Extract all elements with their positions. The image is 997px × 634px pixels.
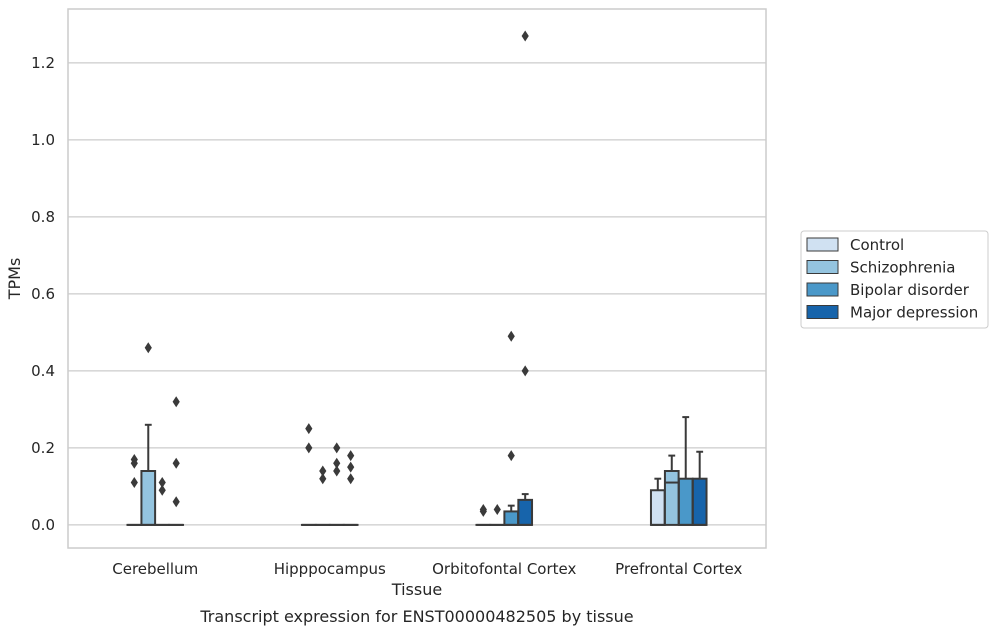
box xyxy=(649,489,666,526)
box-group xyxy=(314,465,331,526)
outlier-point xyxy=(172,396,180,408)
y-tick-label: 0.8 xyxy=(31,208,55,226)
outlier-point xyxy=(144,342,152,354)
box-group xyxy=(475,504,492,526)
legend-swatch xyxy=(806,260,839,274)
outlier-point xyxy=(521,365,529,377)
legend-label: Control xyxy=(850,236,904,254)
box-group xyxy=(677,416,694,526)
y-axis-title: TPMs xyxy=(5,258,24,301)
outlier-point xyxy=(493,504,501,515)
gridlines xyxy=(68,62,766,526)
y-tick-label: 0.6 xyxy=(31,285,55,303)
outlier-point xyxy=(172,457,180,469)
outlier-point xyxy=(319,473,327,485)
box xyxy=(503,510,520,526)
x-tick-label: Cerebellum xyxy=(112,560,198,578)
legend-swatch xyxy=(806,282,839,297)
legend-swatch xyxy=(806,305,839,319)
x-axis-title: Tissue xyxy=(391,580,442,599)
outlier-point xyxy=(347,461,355,473)
box xyxy=(663,470,680,526)
box-group xyxy=(517,30,534,526)
legend: Control Schizophrenia Bipolar disorder Majo… xyxy=(800,230,989,329)
box-group xyxy=(342,450,359,526)
outlier-point xyxy=(333,465,341,477)
outlier-point xyxy=(172,496,180,508)
y-tick-label: 1.2 xyxy=(31,54,55,72)
box-group xyxy=(649,477,666,526)
x-tick-labels: Cerebellum Hipppocampus Orbitofontal Corte… xyxy=(112,560,742,578)
outlier-point xyxy=(319,465,327,477)
y-tick-label: 0.2 xyxy=(31,439,55,457)
box-group xyxy=(154,477,171,526)
x-tick-label: Prefrontal Cortex xyxy=(615,560,742,578)
box xyxy=(517,498,534,526)
plot-frame xyxy=(67,8,767,549)
box-group xyxy=(168,396,185,526)
x-tick-label: Hipppocampus xyxy=(274,560,386,578)
y-tick-label: 0.0 xyxy=(31,516,55,534)
y-tick-label: 0.4 xyxy=(31,362,55,380)
box-group xyxy=(328,442,345,526)
outlier-point xyxy=(507,450,515,462)
outlier-point xyxy=(479,504,487,515)
outlier-point xyxy=(347,473,355,485)
box-plot-area xyxy=(126,30,708,526)
legend-label: Major depression xyxy=(850,304,978,322)
legend-swatch xyxy=(806,237,839,252)
box xyxy=(677,477,694,526)
box-group xyxy=(140,342,157,526)
outlier-point xyxy=(158,484,166,496)
outlier-point xyxy=(507,330,515,342)
legend-label: Bipolar disorder xyxy=(850,281,970,299)
outlier-point xyxy=(130,453,138,465)
x-tick-label: Orbitofontal Cortex xyxy=(432,560,576,578)
outlier-point xyxy=(347,450,355,462)
outlier-point xyxy=(521,30,529,42)
box-group xyxy=(126,453,143,526)
box-group xyxy=(489,504,506,526)
legend-frame xyxy=(800,230,989,329)
outlier-point xyxy=(305,442,313,454)
outlier-point xyxy=(305,423,313,435)
box-group xyxy=(503,330,520,526)
y-tick-labels: 0.0 0.2 0.4 0.6 0.8 1.0 1.2 xyxy=(31,54,55,534)
box xyxy=(140,470,157,526)
legend-label: Schizophrenia xyxy=(850,259,955,277)
box-group xyxy=(663,454,680,526)
box-group xyxy=(300,423,317,526)
outlier-point xyxy=(130,477,138,489)
outlier-point xyxy=(333,442,341,454)
box-group xyxy=(691,450,708,526)
outlier-point xyxy=(333,457,341,469)
box xyxy=(691,477,708,526)
chart-caption: Transcript expression for ENST0000048250… xyxy=(199,607,633,626)
outlier-point xyxy=(158,477,166,489)
y-tick-label: 1.0 xyxy=(31,131,55,149)
